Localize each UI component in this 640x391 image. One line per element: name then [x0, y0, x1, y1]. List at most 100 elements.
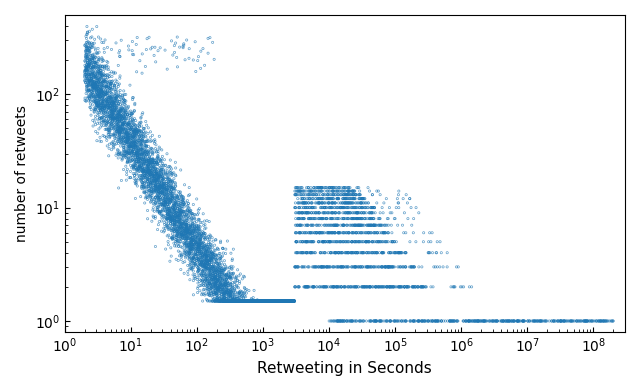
Point [88, 84, 99, 90]
Point [404, 239, 415, 245]
Point [282, 298, 292, 304]
Point [189, 275, 199, 281]
Point [276, 298, 287, 304]
Point [219, 289, 229, 295]
Point [184, 251, 195, 257]
Point [159, 190, 170, 196]
Point [330, 230, 340, 236]
Point [93, 57, 104, 63]
Point [168, 208, 178, 214]
Point [126, 141, 136, 147]
Point [151, 188, 161, 194]
Point [220, 298, 230, 304]
Point [338, 222, 348, 228]
Point [91, 86, 101, 92]
Point [243, 298, 253, 304]
Point [579, 318, 589, 324]
Point [436, 318, 447, 324]
Point [189, 219, 200, 226]
Point [316, 185, 326, 191]
Point [126, 133, 136, 139]
Point [125, 147, 135, 153]
Point [225, 293, 236, 300]
Point [343, 230, 353, 236]
Point [166, 208, 176, 214]
Point [323, 230, 333, 236]
Point [189, 246, 199, 253]
Point [342, 210, 353, 216]
Point [136, 151, 147, 158]
Point [163, 211, 173, 217]
Point [299, 192, 309, 198]
Point [359, 196, 369, 202]
Point [101, 83, 111, 89]
Point [321, 284, 331, 290]
Point [204, 246, 214, 253]
Point [587, 318, 597, 324]
Point [88, 70, 98, 76]
Point [326, 222, 336, 228]
Point [184, 219, 194, 225]
Point [103, 98, 113, 104]
Point [257, 298, 267, 304]
Point [204, 280, 214, 287]
Point [268, 298, 278, 304]
Point [593, 318, 604, 324]
Point [81, 54, 91, 60]
Point [172, 232, 182, 239]
Point [266, 298, 276, 304]
Point [218, 246, 228, 252]
Point [277, 298, 287, 304]
Point [280, 298, 291, 304]
Point [127, 113, 137, 120]
Point [247, 298, 257, 304]
Point [289, 298, 299, 304]
Point [102, 98, 112, 104]
Point [355, 200, 365, 206]
Point [205, 255, 216, 261]
Point [360, 215, 370, 222]
Point [226, 294, 236, 300]
Point [143, 168, 154, 174]
Point [127, 157, 137, 163]
Point [275, 298, 285, 304]
Point [271, 298, 281, 304]
Point [209, 251, 219, 258]
Point [225, 294, 236, 301]
Point [324, 185, 334, 191]
Point [533, 318, 543, 324]
Point [241, 298, 251, 304]
Point [179, 201, 189, 208]
Point [204, 278, 214, 285]
Point [154, 219, 164, 225]
Point [336, 204, 346, 211]
Point [325, 249, 335, 256]
Point [234, 298, 244, 304]
Point [120, 108, 131, 114]
Point [224, 298, 234, 304]
Point [186, 221, 196, 228]
Point [154, 193, 164, 199]
Point [271, 298, 282, 304]
Point [104, 153, 114, 159]
Point [260, 298, 271, 304]
Point [447, 318, 457, 324]
Point [95, 69, 105, 75]
Point [282, 298, 292, 304]
Point [242, 298, 252, 304]
Point [199, 240, 209, 247]
Point [260, 298, 270, 304]
Point [130, 138, 140, 144]
Point [253, 298, 264, 304]
Point [86, 55, 97, 61]
Point [214, 262, 225, 269]
Point [134, 149, 144, 156]
Point [105, 99, 115, 105]
Point [346, 200, 356, 206]
Point [264, 298, 275, 304]
Point [255, 298, 266, 304]
Point [130, 138, 140, 144]
Point [207, 284, 218, 291]
Point [209, 264, 219, 271]
Point [335, 249, 346, 256]
